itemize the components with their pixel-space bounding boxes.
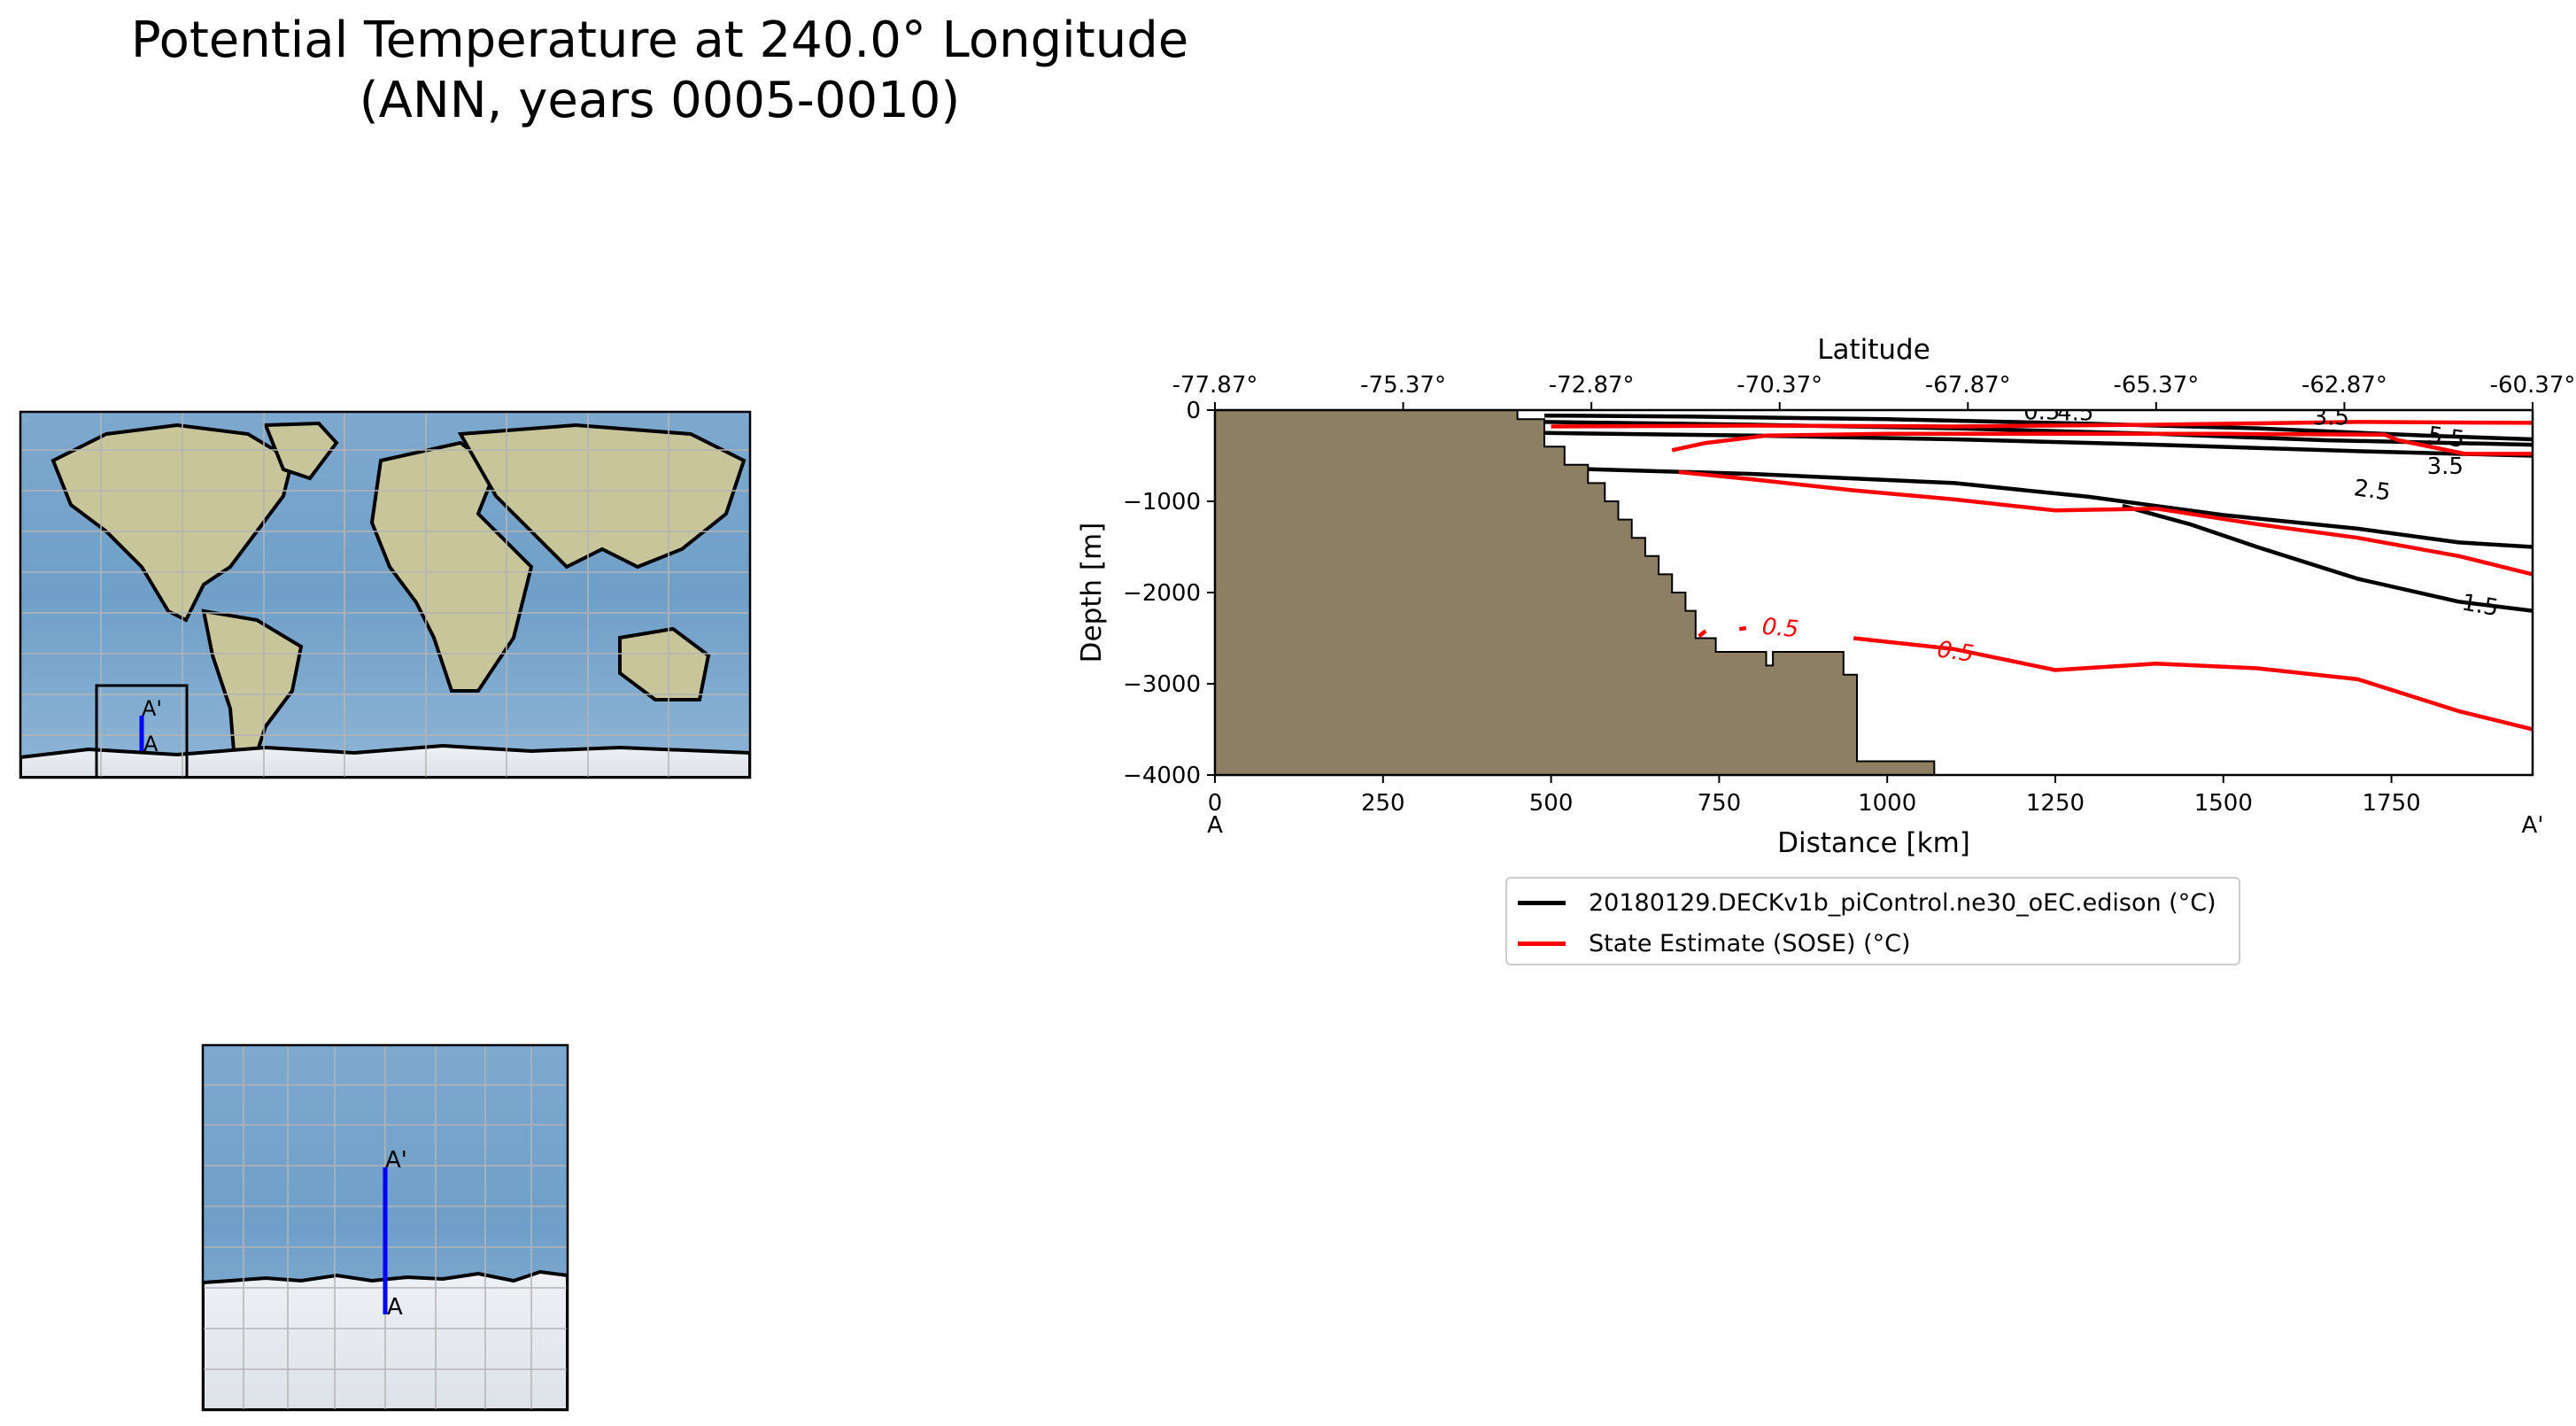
contour-model-1_5-4	[2122, 503, 2533, 613]
global-marker-a-prime: A'	[142, 696, 162, 721]
x-tick-label-4: 1000	[1858, 790, 1916, 817]
top-tick-label-3: -70.37°	[1737, 372, 1822, 399]
top-tick-label-1: -75.37°	[1360, 372, 1446, 399]
global-map-frame	[19, 410, 752, 779]
contour-label-1: 0.5	[2023, 399, 2060, 425]
x-tick-label-5: 1250	[2026, 790, 2085, 817]
top-tick-label-7: -60.37°	[2490, 372, 2576, 399]
antarctica	[20, 743, 750, 778]
inset-extent-box	[95, 684, 189, 778]
y-tick-label-2: −2000	[1123, 580, 1201, 607]
legend-item-model: 20180129.DECKv1b_piControl.ne30_oEC.edis…	[1518, 883, 2216, 922]
legend-label-sose: State Estimate (SOSE) (°C)	[1589, 929, 1911, 957]
y-tick-label-0: 0	[1186, 398, 1201, 424]
contour-sose-0_5-2	[1853, 636, 2533, 732]
top-tick-label-2: -72.87°	[1549, 372, 1635, 399]
contour-sose-0_5-1	[1738, 625, 1747, 632]
y-axis-label: Depth [m]	[1076, 523, 1108, 663]
x-tick-label-6: 1500	[2194, 790, 2253, 817]
plot-area: 4.50.5 3.55.53.52.51.50.50.5	[1215, 399, 2533, 775]
title-line-1: Potential Temperature at 240.0° Longitud…	[130, 12, 1189, 69]
greenland	[263, 421, 339, 481]
end-label-a: A	[1207, 812, 1223, 839]
bathymetry-fill	[1215, 410, 1936, 775]
top-tick-label-6: -62.87°	[2301, 372, 2387, 399]
legend-label-model: 20180129.DECKv1b_piControl.ne30_oEC.edis…	[1589, 888, 2216, 917]
y-tick-label-1: −1000	[1123, 489, 1201, 515]
x-axis-label: Distance [km]	[1777, 827, 1970, 859]
title-line-2: (ANN, years 0005-0010)	[359, 72, 961, 129]
contour-label-5: 2.5	[2352, 475, 2392, 506]
x-tick-label-0: 0	[1208, 790, 1223, 817]
inset-map-frame	[201, 1043, 569, 1412]
x-tick-label-7: 1750	[2362, 790, 2420, 817]
figure-title: Potential Temperature at 240.0° Longitud…	[0, 11, 1319, 131]
contour-label-6: 1.5	[2460, 589, 2501, 622]
contour-sose-3_5-5	[1551, 420, 2533, 429]
inset-marker-a-prime: A'	[385, 1147, 407, 1174]
contour-label-7: 0.5	[1761, 614, 1800, 643]
legend-swatch-sose	[1518, 941, 1566, 946]
top-tick-label-0: -77.87°	[1172, 372, 1258, 399]
y-tick-label-3: −3000	[1123, 671, 1201, 698]
chart-legend: 20180129.DECKv1b_piControl.ne30_oEC.edis…	[1505, 877, 2240, 965]
top-tick-label-5: -65.37°	[2113, 372, 2199, 399]
inset-map: A' A	[203, 1045, 568, 1410]
australia	[618, 626, 711, 701]
contour-label-8: 0.5	[1936, 637, 1976, 668]
north-america	[50, 422, 295, 623]
axes: 0 250 500 750 1000 1250 1500 1750 0 −1000 −2000 −30…	[1123, 372, 2575, 817]
contour-label-0: 4.5	[2057, 399, 2093, 426]
contour-label-3: 5.5	[2426, 422, 2466, 453]
contour-label-2: 3.5	[2313, 404, 2349, 430]
contour-sose-2_5-4	[1671, 431, 2533, 456]
top-tick-label-4: -67.87°	[1925, 372, 2011, 399]
y-tick-label-4: −4000	[1123, 763, 1201, 789]
x-tick-label-2: 500	[1529, 790, 1574, 817]
contour-model-2_5-3	[1564, 466, 2533, 549]
inset-marker-a: A	[387, 1294, 403, 1321]
contour-model-3_5-2	[1543, 430, 2533, 458]
contour-sose-1_5-3	[1678, 469, 2533, 577]
x-tick-label-1: 250	[1361, 790, 1405, 817]
global-marker-a: A	[143, 732, 159, 756]
legend-item-sose: State Estimate (SOSE) (°C)	[1518, 924, 1911, 963]
legend-swatch-model	[1518, 900, 1566, 905]
contour-sose-0_5-0	[1698, 629, 1707, 639]
global-map: A' A	[20, 412, 750, 778]
top-axis-label: Latitude	[1817, 334, 1930, 366]
x-tick-label-3: 750	[1698, 790, 1742, 817]
contour-label-4: 3.5	[2427, 453, 2464, 480]
end-label-a-prime: A'	[2522, 812, 2544, 839]
